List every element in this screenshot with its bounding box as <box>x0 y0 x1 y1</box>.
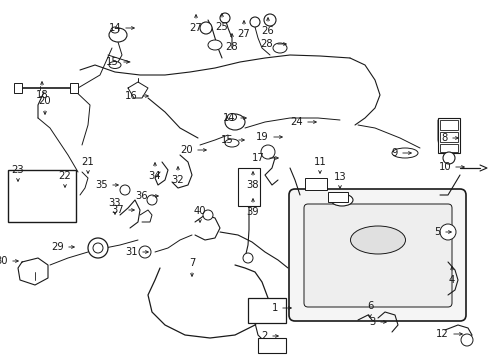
Ellipse shape <box>272 43 286 53</box>
Text: 40: 40 <box>193 206 206 216</box>
Text: 24: 24 <box>290 117 303 127</box>
Text: 4: 4 <box>448 275 454 285</box>
Circle shape <box>88 238 108 258</box>
Text: 8: 8 <box>441 133 447 143</box>
Ellipse shape <box>111 27 119 33</box>
Text: 36: 36 <box>135 191 148 201</box>
Text: 34: 34 <box>148 171 161 181</box>
Text: 31: 31 <box>125 247 138 257</box>
Circle shape <box>261 145 274 159</box>
Circle shape <box>147 195 157 205</box>
Circle shape <box>45 185 55 195</box>
Circle shape <box>460 334 472 346</box>
Text: 19: 19 <box>256 132 268 142</box>
Text: 27: 27 <box>237 29 250 39</box>
Circle shape <box>139 246 151 258</box>
Bar <box>238 168 260 206</box>
Text: 14: 14 <box>108 23 121 33</box>
Text: 32: 32 <box>171 175 184 185</box>
Bar <box>439 144 457 152</box>
Text: 39: 39 <box>246 207 259 217</box>
Text: 10: 10 <box>437 162 450 172</box>
Text: 16: 16 <box>125 91 138 101</box>
Text: 29: 29 <box>51 242 64 252</box>
Text: 2: 2 <box>261 331 267 341</box>
Circle shape <box>442 152 454 164</box>
Circle shape <box>243 253 252 263</box>
Bar <box>305 178 326 190</box>
Text: 14: 14 <box>223 113 236 123</box>
Circle shape <box>264 14 275 26</box>
Text: 28: 28 <box>225 42 238 52</box>
Text: 33: 33 <box>108 198 121 208</box>
Ellipse shape <box>227 113 236 121</box>
Ellipse shape <box>330 194 352 206</box>
Circle shape <box>23 183 37 197</box>
Text: 20: 20 <box>180 145 193 155</box>
Bar <box>439 120 457 130</box>
Text: 20: 20 <box>39 96 51 106</box>
Text: 37: 37 <box>111 205 124 215</box>
Text: 38: 38 <box>246 180 259 190</box>
Text: 15: 15 <box>106 57 119 67</box>
Text: 21: 21 <box>81 157 94 167</box>
Text: 15: 15 <box>221 135 234 145</box>
Ellipse shape <box>207 40 222 50</box>
Circle shape <box>203 210 213 220</box>
Circle shape <box>439 224 455 240</box>
Text: 1: 1 <box>271 303 278 313</box>
Bar <box>70 83 78 93</box>
Text: 13: 13 <box>333 172 346 182</box>
Circle shape <box>200 22 212 34</box>
Ellipse shape <box>224 139 239 147</box>
Bar <box>258 338 285 353</box>
Circle shape <box>249 17 260 27</box>
Bar <box>247 298 285 323</box>
Text: 25: 25 <box>215 22 228 32</box>
Circle shape <box>220 13 229 23</box>
Text: 18: 18 <box>36 90 48 100</box>
Circle shape <box>93 243 103 253</box>
Ellipse shape <box>391 148 417 158</box>
Ellipse shape <box>224 114 244 130</box>
Text: 26: 26 <box>261 26 274 36</box>
Circle shape <box>120 185 130 195</box>
FancyBboxPatch shape <box>304 204 451 307</box>
Text: 22: 22 <box>59 171 71 181</box>
Text: 3: 3 <box>369 317 375 327</box>
FancyBboxPatch shape <box>288 189 465 321</box>
Bar <box>8 170 76 222</box>
Ellipse shape <box>109 28 127 42</box>
Text: 6: 6 <box>366 301 372 311</box>
Text: 17: 17 <box>252 153 264 163</box>
Bar <box>14 83 22 93</box>
Text: 35: 35 <box>95 180 108 190</box>
Text: 27: 27 <box>189 23 202 33</box>
Text: 5: 5 <box>434 227 440 237</box>
Ellipse shape <box>109 62 121 68</box>
Text: 9: 9 <box>391 148 397 158</box>
Bar <box>327 192 347 202</box>
Text: 7: 7 <box>188 258 195 268</box>
Text: 11: 11 <box>313 157 325 167</box>
Text: 23: 23 <box>12 165 24 175</box>
Text: 30: 30 <box>0 256 8 266</box>
Text: 28: 28 <box>260 39 272 49</box>
Bar <box>439 132 457 142</box>
Ellipse shape <box>350 226 405 254</box>
Bar <box>437 118 459 153</box>
Text: 12: 12 <box>435 329 448 339</box>
